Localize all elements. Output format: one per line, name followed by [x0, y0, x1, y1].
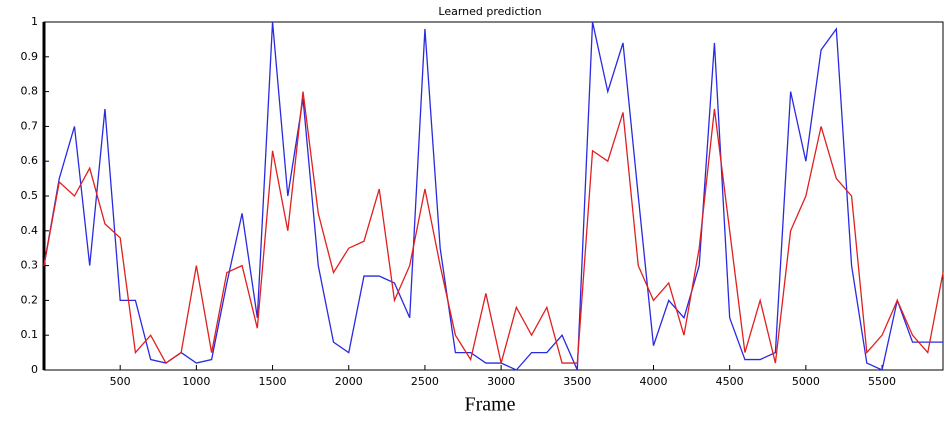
y-tick-label: 0.7 — [21, 119, 39, 132]
x-tick-label: 4500 — [716, 375, 744, 388]
x-tick-label: 1500 — [259, 375, 287, 388]
x-axis-label: Frame — [464, 394, 515, 416]
x-tick-label: 3500 — [563, 375, 591, 388]
x-tick-label: 5000 — [792, 375, 820, 388]
series-line — [43, 21, 943, 371]
y-tick-label: 0.2 — [21, 293, 39, 306]
plot-frame — [43, 21, 944, 371]
x-tick-label: 1000 — [182, 375, 210, 388]
y-tick-label: 1 — [31, 15, 38, 28]
y-tick-label: 0.3 — [21, 259, 39, 272]
x-tick-label: 3000 — [487, 375, 515, 388]
x-tick-label: 5500 — [868, 375, 896, 388]
x-tick-label: 4000 — [639, 375, 667, 388]
x-tick-label: 2000 — [335, 375, 363, 388]
y-tick-label: 0.1 — [21, 328, 39, 341]
x-tick-label: 2500 — [411, 375, 439, 388]
series-line — [43, 91, 944, 364]
y-tick-label: 0.6 — [21, 154, 39, 167]
y-tick-label: 0.5 — [21, 189, 39, 202]
chart-title: Learned prediction — [438, 5, 541, 18]
y-tick-label: 0.8 — [21, 85, 39, 98]
y-tick-label: 0 — [31, 363, 38, 376]
x-tick-label: 500 — [110, 375, 131, 388]
y-tick-label: 0.4 — [21, 224, 39, 237]
y-tick-label: 0.9 — [21, 50, 39, 63]
